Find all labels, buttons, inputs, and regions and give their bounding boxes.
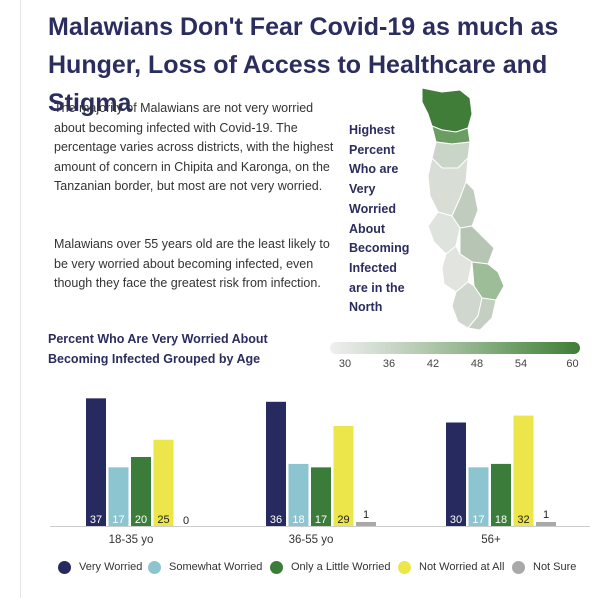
legend-label: Very Worried xyxy=(79,561,143,573)
category-label: 18-35 yo xyxy=(109,534,154,546)
bar-value-label: 18 xyxy=(292,514,304,526)
legend-swatch-very-worried xyxy=(58,560,71,574)
bar-value-label: 17 xyxy=(112,514,124,526)
bar-somewhat-worried xyxy=(108,467,129,526)
bar-value-label: 1 xyxy=(543,509,549,521)
map-caption-line: Infected xyxy=(349,260,397,275)
legend-label: Somewhat Worried xyxy=(169,561,263,573)
bar-value-label: 29 xyxy=(337,514,349,526)
legend-label: Not Worried at All xyxy=(419,561,505,573)
category-label: 36-55 yo xyxy=(289,534,334,546)
scale-tick: 42 xyxy=(426,358,440,370)
legend-item: Not Sure xyxy=(512,556,576,578)
scale-tick: 60 xyxy=(566,358,579,370)
title-line-1: Malawians Don't Fear Covid-19 as much as xyxy=(48,13,559,41)
legend-swatch-not-worried xyxy=(398,560,411,574)
legend-item: Very Worried xyxy=(58,556,142,578)
chart-baseline xyxy=(50,526,590,527)
bar-only-a-little-worried xyxy=(131,457,151,526)
map-caption-line: North xyxy=(349,300,383,315)
legend-label: Not Sure xyxy=(533,561,577,573)
bar-value-label: 0 xyxy=(183,515,189,527)
map-caption-line: Percent xyxy=(349,142,395,157)
bar-very-worried xyxy=(446,422,466,526)
bar-value-label: 36 xyxy=(270,514,282,526)
bar-not-worried-at-all xyxy=(333,425,354,526)
malawi-district-map xyxy=(421,87,505,331)
bar-only-a-little-worried xyxy=(491,463,511,526)
map-color-scale xyxy=(330,342,580,354)
map-scale-ticks: 30 36 42 48 54 60 xyxy=(330,358,580,374)
bar-value-label: 17 xyxy=(315,514,327,526)
bar-not-worried-at-all xyxy=(153,439,174,526)
map-district-north xyxy=(421,87,473,133)
legend-swatch-little-worried xyxy=(270,560,283,574)
map-caption-line: are in the xyxy=(349,280,405,295)
map-district-south-5 xyxy=(467,297,497,331)
bar-value-label: 18 xyxy=(495,514,507,526)
bar-very-worried xyxy=(86,398,106,526)
bar-very-worried xyxy=(266,401,286,526)
bar-value-label: 20 xyxy=(135,514,147,526)
scale-tick: 36 xyxy=(382,358,396,370)
map-caption-line: About xyxy=(349,221,386,236)
map-caption-line: Worried xyxy=(349,201,396,216)
legend-item: Only a Little Worried xyxy=(270,556,390,578)
legend-swatch-not-sure xyxy=(512,560,525,574)
bar-not-worried-at-all xyxy=(513,415,534,526)
bar-value-label: 17 xyxy=(472,514,484,526)
bar-only-a-little-worried xyxy=(311,467,331,526)
legend-item: Not Worried at All xyxy=(398,556,504,578)
scale-tick: 54 xyxy=(514,358,528,370)
intro-paragraph: The majority of Malawians are not very w… xyxy=(54,101,334,193)
legend-item: Somewhat Worried xyxy=(148,556,262,578)
map-caption-line: Very xyxy=(349,182,376,197)
map-caption-line: Becoming xyxy=(349,241,410,256)
bar-value-label: 25 xyxy=(157,514,169,526)
bar-somewhat-worried xyxy=(288,463,309,526)
legend-swatch-somewhat-worried xyxy=(148,560,161,574)
title-line-2: Hunger, Loss of Access to Healthcare and… xyxy=(48,51,548,117)
bar-not-sure xyxy=(356,522,376,526)
map-caption: Highest Percent Who are Very Worried Abo… xyxy=(349,121,419,318)
bar-somewhat-worried xyxy=(468,467,489,526)
map-caption-line: Who are xyxy=(349,162,399,177)
page-title: Malawians Don't Fear Covid-19 as much as… xyxy=(48,8,588,122)
category-label: 56+ xyxy=(481,534,501,546)
chart-title-line: Percent Who Are Very Worried About Becom… xyxy=(48,332,268,366)
bar-value-label: 1 xyxy=(363,509,369,521)
age-paragraph: Malawians over 55 years old are the leas… xyxy=(54,237,330,290)
bar-value-label: 30 xyxy=(450,514,462,526)
chart-title: Percent Who Are Very Worried About Becom… xyxy=(48,329,308,369)
scale-tick: 48 xyxy=(470,358,484,370)
bar-value-label: 37 xyxy=(90,514,102,526)
chart-legend: Very Worried Somewhat Worried Only a Lit… xyxy=(0,556,600,578)
content-frame xyxy=(20,0,600,598)
age-bar-chart: 37 17 20 25 0 18-35 yo 36 18 17 29 1 36-55 yo 30 17 18… xyxy=(86,398,556,546)
bar-value-label: 32 xyxy=(517,514,529,526)
bar-not-sure xyxy=(536,522,556,526)
scale-tick: 30 xyxy=(338,358,352,370)
map-caption-line: Highest xyxy=(349,123,395,137)
legend-label: Only a Little Worried xyxy=(291,561,391,573)
